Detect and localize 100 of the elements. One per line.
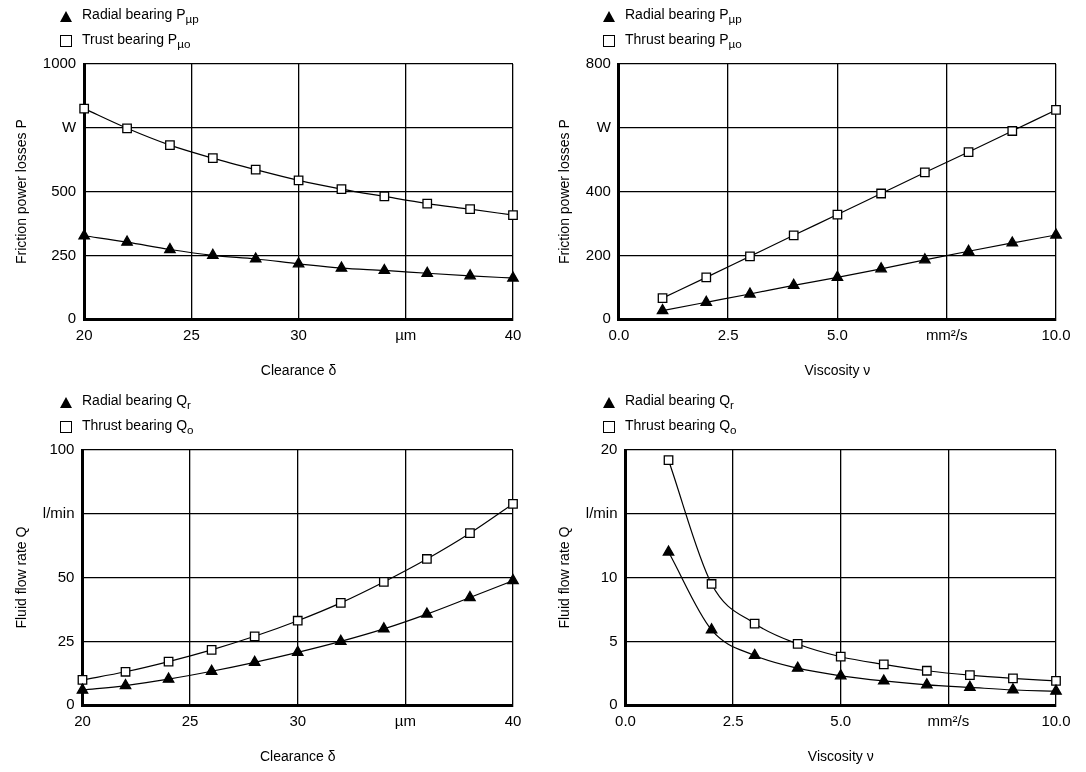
point	[121, 235, 133, 246]
point	[745, 251, 755, 262]
point	[1050, 684, 1062, 695]
point	[421, 266, 434, 277]
point	[422, 554, 432, 564]
point	[120, 666, 131, 677]
x-tick-label: 2.5	[722, 712, 744, 730]
point	[835, 651, 846, 662]
point	[877, 674, 890, 685]
legend-label: Radial bearing P$_{µp}$	[82, 5, 199, 27]
legend-label: Thrust bearing Q$_{o}$	[625, 415, 737, 438]
x-tick-label: 30	[290, 326, 307, 344]
point	[421, 607, 433, 618]
point	[378, 622, 390, 633]
point	[508, 498, 518, 509]
x-tick-label: µm	[394, 712, 416, 730]
legend-label: Thrust bearing P$_{µo}$	[625, 29, 742, 52]
x-tick-label: 10.0	[1041, 326, 1071, 344]
point	[336, 184, 347, 194]
point	[507, 271, 519, 282]
point	[76, 683, 89, 694]
legend-label: Radial bearing Q$_{r}$	[625, 391, 734, 413]
point	[162, 672, 175, 683]
x-tick-label: µm	[395, 326, 417, 344]
point	[1050, 228, 1062, 239]
point	[1051, 676, 1061, 686]
point	[249, 252, 262, 263]
x-tick-label: 25	[183, 326, 200, 344]
point	[656, 303, 669, 315]
point	[292, 257, 305, 268]
x-tick-label: 40	[504, 326, 522, 344]
x-tick-label: 10.0	[1041, 712, 1071, 730]
y-tick-label: 50	[57, 567, 75, 585]
point	[700, 295, 713, 306]
x-tick-label: 0.0	[608, 326, 630, 344]
point	[744, 287, 756, 298]
y-tick-label: W	[62, 117, 77, 135]
point	[165, 140, 175, 151]
point	[792, 639, 803, 649]
point	[831, 270, 844, 282]
point	[706, 579, 717, 589]
point	[791, 661, 804, 672]
point	[965, 670, 975, 681]
y-tick-label: 5	[609, 631, 618, 649]
point	[1051, 105, 1061, 115]
y-tick-label: 800	[585, 54, 611, 72]
point	[77, 675, 88, 685]
x-tick-label: 40	[504, 712, 522, 730]
y-tick-label: 0	[602, 309, 611, 327]
point	[465, 528, 475, 539]
point	[834, 669, 847, 680]
y-axis-title: Fluid flow rate Q	[556, 526, 573, 629]
x-tick-label: 5.0	[826, 326, 848, 344]
y-tick-label: 20	[600, 440, 618, 458]
point	[464, 590, 476, 602]
point	[878, 659, 889, 670]
y-tick-label: 0	[609, 695, 618, 713]
point	[464, 269, 476, 280]
point	[465, 204, 476, 215]
point	[334, 634, 347, 646]
point	[748, 648, 761, 660]
point	[164, 242, 176, 254]
point	[205, 664, 218, 675]
y-axis-title: Friction power losses P	[13, 119, 30, 264]
point	[962, 244, 975, 255]
point	[79, 103, 90, 114]
point	[507, 574, 519, 585]
x-axis-title: Viscosity ν	[804, 362, 871, 379]
y-tick-label: 500	[51, 181, 77, 199]
point	[662, 545, 675, 556]
point	[378, 577, 389, 587]
y-tick-label: 25	[57, 631, 75, 649]
y-tick-label: 200	[585, 245, 611, 263]
legend-label: Thrust bearing Q$_{o}$	[82, 415, 194, 438]
legend-label: Radial bearing P$_{µp}$	[625, 5, 742, 27]
y-tick-label: 10	[600, 567, 618, 585]
point	[335, 597, 346, 608]
point	[964, 680, 976, 691]
point	[293, 175, 304, 186]
y-tick-label: l/min	[585, 503, 618, 521]
point	[749, 618, 760, 629]
point	[921, 678, 933, 689]
y-tick-label: l/min	[42, 503, 75, 521]
y-tick-label: 100	[49, 440, 75, 458]
point	[206, 644, 217, 655]
x-axis-title: Clearance δ	[259, 748, 336, 765]
point	[207, 153, 218, 164]
legend-label: Radial bearing Q$_{r}$	[82, 391, 191, 413]
point	[378, 263, 391, 275]
point	[249, 631, 260, 642]
point	[1007, 683, 1019, 694]
x-tick-label: 25	[181, 712, 199, 730]
point	[705, 623, 718, 634]
legend-label: Trust bearing P$_{µo}$	[82, 29, 191, 52]
point	[250, 164, 261, 175]
x-tick-label: mm²/s	[925, 326, 968, 344]
point	[963, 147, 974, 157]
point	[422, 198, 433, 209]
y-tick-label: W	[596, 117, 612, 135]
point	[663, 455, 674, 466]
